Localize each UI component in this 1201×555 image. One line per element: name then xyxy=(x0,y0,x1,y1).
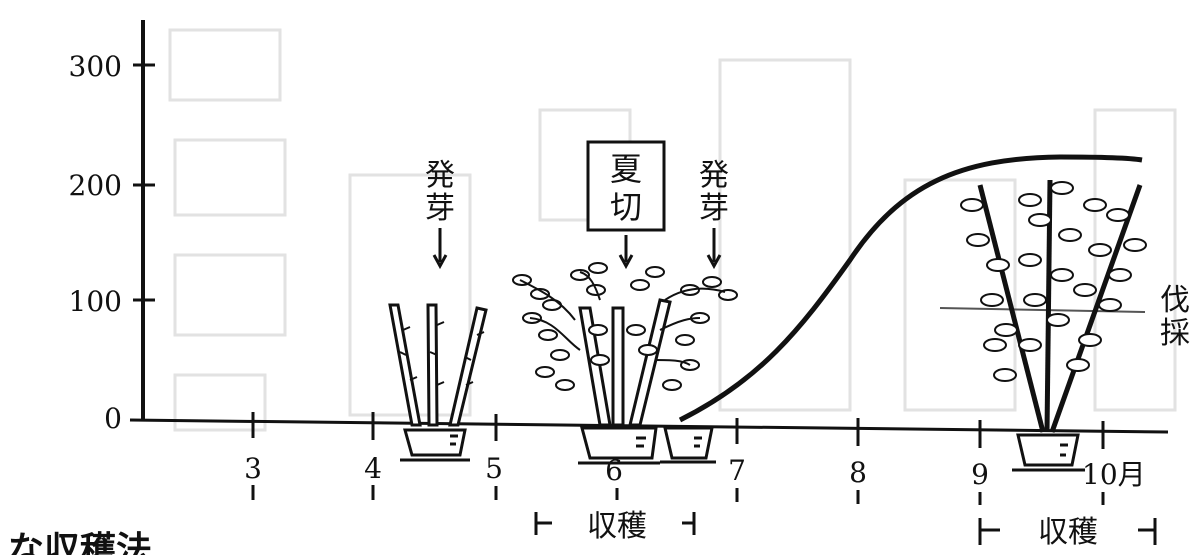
plant-cutback xyxy=(388,303,488,462)
x-axis xyxy=(129,418,1169,434)
plant-stump xyxy=(660,426,716,464)
harvest-bracket-1 xyxy=(534,512,696,535)
x-label-10: 10月 xyxy=(1082,458,1146,491)
cut-label-b: 採 xyxy=(1160,316,1190,351)
plant-leafy xyxy=(512,262,738,465)
summer-cut-annotation: 夏 切 xyxy=(586,140,666,270)
x-label-3: 3 xyxy=(244,452,262,485)
y-label-200: 200 xyxy=(69,169,122,202)
summer-cut-label-b: 切 xyxy=(610,188,642,226)
x-label-4: 4 xyxy=(364,452,382,485)
y-label-100: 100 xyxy=(69,285,122,318)
sprout-annotation-1: 発 芽 xyxy=(425,158,455,270)
harvest-bracket-2 xyxy=(978,518,1157,545)
harvest-label-1: 収穫 xyxy=(587,509,647,544)
summer-cut-label-a: 夏 xyxy=(610,150,642,188)
sprout-label-2a: 発 xyxy=(699,158,729,193)
growth-curve xyxy=(678,154,1143,423)
x-label-8: 8 xyxy=(849,456,867,489)
sprout-label-1b: 芽 xyxy=(425,191,455,226)
x-label-5: 5 xyxy=(485,452,503,485)
sprout-label-1a: 発 xyxy=(425,158,455,193)
harvest-label-2: 収穫 xyxy=(1038,515,1098,550)
bottom-caption: な収穫法 xyxy=(8,529,152,555)
plant-tall xyxy=(960,179,1147,472)
sprout-label-2b: 芽 xyxy=(699,191,729,226)
y-label-300: 300 xyxy=(69,50,122,83)
background-texture xyxy=(168,28,1177,432)
sprout-annotation-2: 発 芽 xyxy=(699,158,729,270)
summer-cut-box xyxy=(586,140,666,232)
y-label-0: 0 xyxy=(104,402,122,435)
x-label-7: 7 xyxy=(728,454,746,487)
cut-label-a: 伐 xyxy=(1160,283,1190,318)
x-label-9: 9 xyxy=(971,458,989,491)
